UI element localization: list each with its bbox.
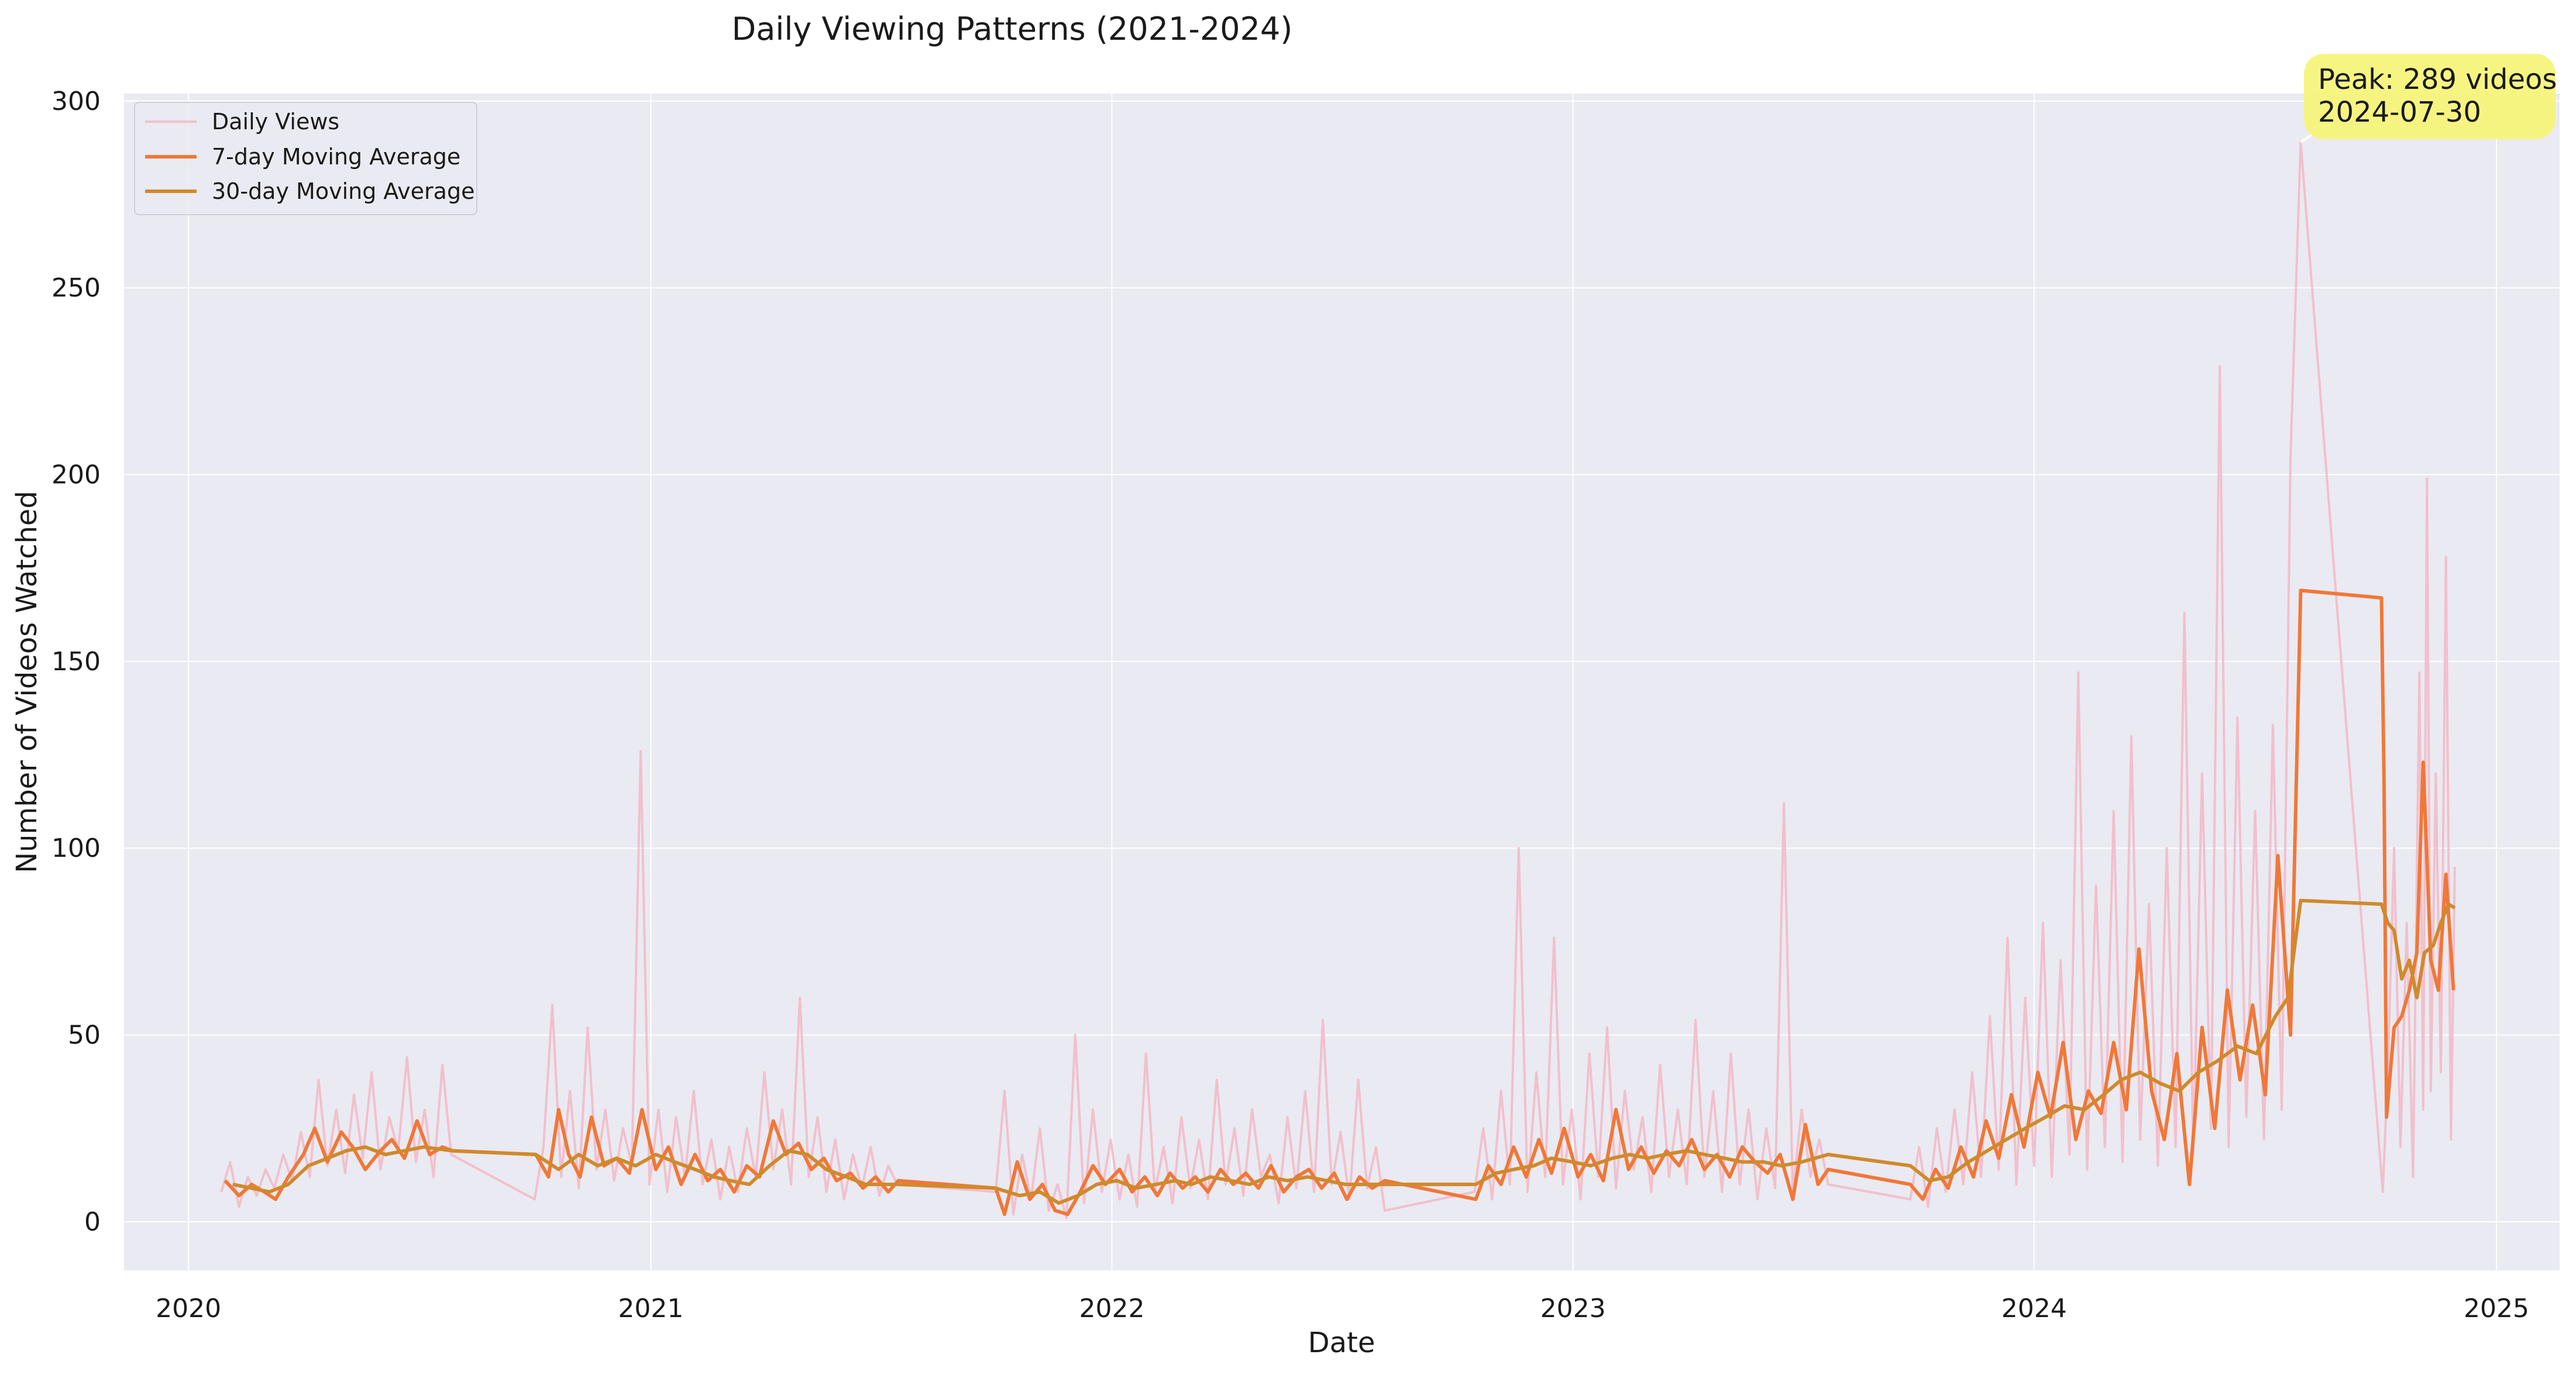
y-axis-label: Number of Videos Watched xyxy=(11,491,43,873)
peak-annotation: Peak: 289 videos 2024-07-30 xyxy=(2300,54,2557,143)
legend-label-30day: 30-day Moving Average xyxy=(212,178,474,204)
series-layer xyxy=(220,141,2456,1219)
x-axis-label: Date xyxy=(1308,1326,1375,1359)
x-tick-label: 2020 xyxy=(156,1294,221,1324)
y-tick-label: 0 xyxy=(84,1207,101,1237)
x-tick-label: 2025 xyxy=(2464,1294,2529,1324)
y-tick-label: 250 xyxy=(51,273,101,303)
y-tick-label: 200 xyxy=(51,460,101,490)
x-tick-label: 2022 xyxy=(1079,1294,1145,1324)
annotation-line-2: 2024-07-30 xyxy=(2318,96,2481,129)
x-tick-label: 2021 xyxy=(618,1294,683,1324)
legend: Daily Views 7-day Moving Average 30-day … xyxy=(134,102,477,215)
chart-title: Daily Viewing Patterns (2021-2024) xyxy=(732,11,1293,47)
annotation-box xyxy=(2304,54,2556,139)
legend-box xyxy=(134,102,477,215)
y-tick-label: 300 xyxy=(51,87,101,116)
x-tick-label: 2024 xyxy=(2001,1294,2067,1324)
annotation-line-1: Peak: 289 videos xyxy=(2318,63,2557,96)
legend-label-daily: Daily Views xyxy=(212,109,339,135)
series-line-daily-views xyxy=(220,141,2456,1219)
legend-label-7day: 7-day Moving Average xyxy=(212,144,460,170)
y-tick-label: 150 xyxy=(51,647,101,677)
x-axis-ticks: 2020 2021 2022 2023 2024 2025 xyxy=(156,1294,2529,1324)
series-line-30day-average xyxy=(232,898,2456,1205)
x-tick-label: 2023 xyxy=(1540,1294,1606,1324)
y-tick-label: 50 xyxy=(68,1021,101,1050)
y-axis-ticks: 0 50 100 150 200 250 300 xyxy=(51,87,101,1237)
y-tick-label: 100 xyxy=(51,833,101,863)
